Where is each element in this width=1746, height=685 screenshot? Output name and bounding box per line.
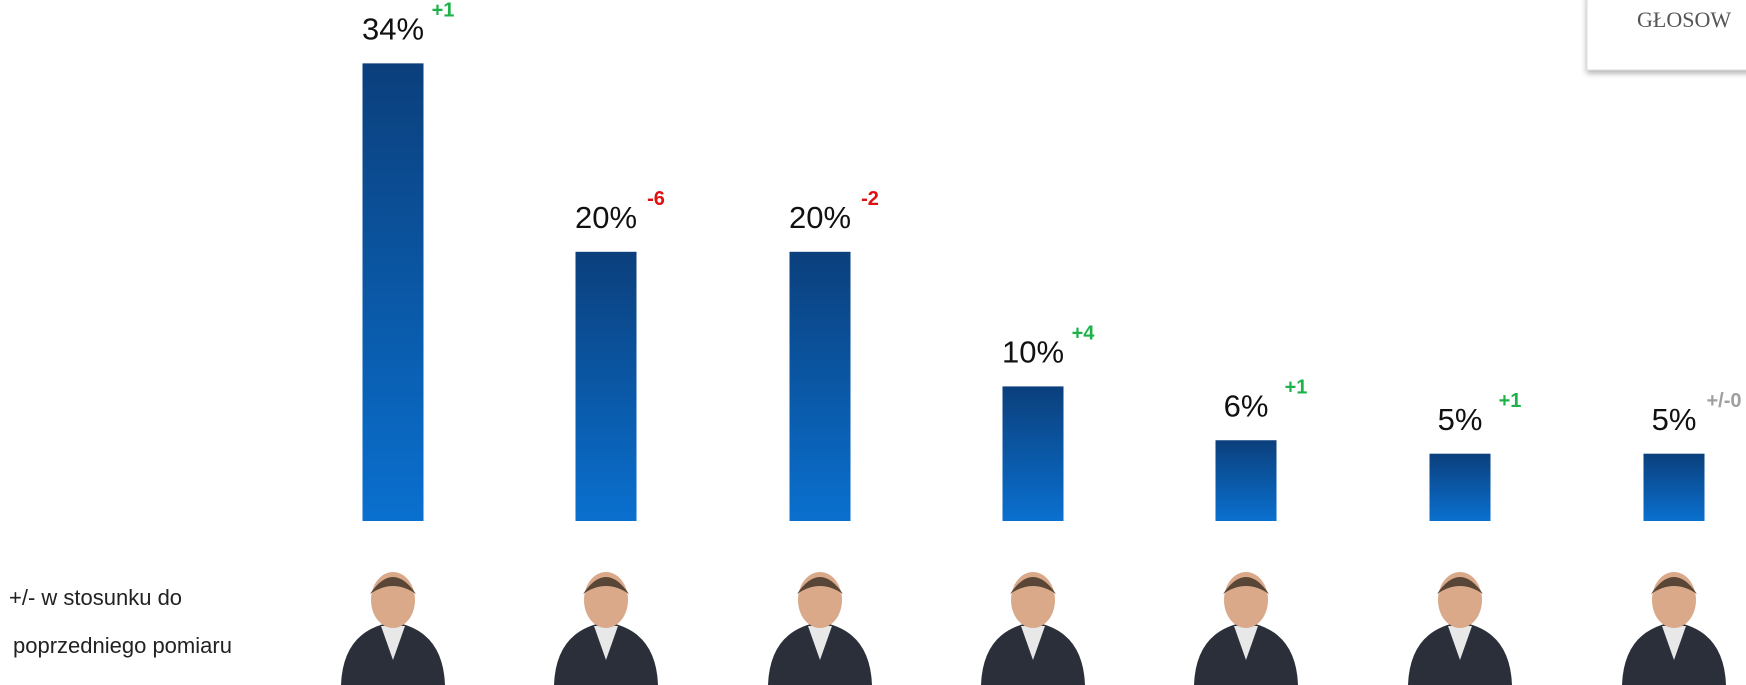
change-label: -2 <box>861 188 879 210</box>
value-label: 5% <box>1438 402 1483 437</box>
change-label: +1 <box>432 0 455 22</box>
note-line: +/- w stosunku do <box>9 585 182 610</box>
portrait <box>1408 572 1512 685</box>
portrait <box>1194 572 1298 685</box>
change-label: -6 <box>647 188 665 210</box>
portrait <box>554 572 658 685</box>
note-line: poprzedniego pomiaru <box>13 633 232 658</box>
value-label: 20% <box>575 200 637 235</box>
bar <box>1216 440 1277 521</box>
portrait <box>341 572 445 685</box>
value-label: 20% <box>789 200 851 235</box>
bar <box>1644 454 1705 521</box>
value-label: 34% <box>362 12 424 47</box>
change-label: +1 <box>1499 390 1522 412</box>
change-label: +/-0 <box>1706 390 1741 412</box>
portrait <box>1622 572 1726 685</box>
change-label: +1 <box>1285 377 1308 399</box>
portrait <box>981 572 1085 685</box>
value-label: 6% <box>1224 388 1269 423</box>
value-label: 5% <box>1652 402 1697 437</box>
chart: GŁOSOW +/- w stosunku do poprzedniego po… <box>0 0 1746 685</box>
bar <box>1003 386 1064 521</box>
bar <box>1430 454 1491 521</box>
bar <box>363 63 424 521</box>
bar <box>576 252 637 521</box>
portrait <box>768 572 872 685</box>
change-label: +4 <box>1072 323 1096 345</box>
value-label: 10% <box>1002 335 1064 370</box>
header-box: GŁOSOW <box>1587 0 1746 70</box>
box-label: GŁOSOW <box>1637 7 1731 32</box>
bar <box>790 252 851 521</box>
